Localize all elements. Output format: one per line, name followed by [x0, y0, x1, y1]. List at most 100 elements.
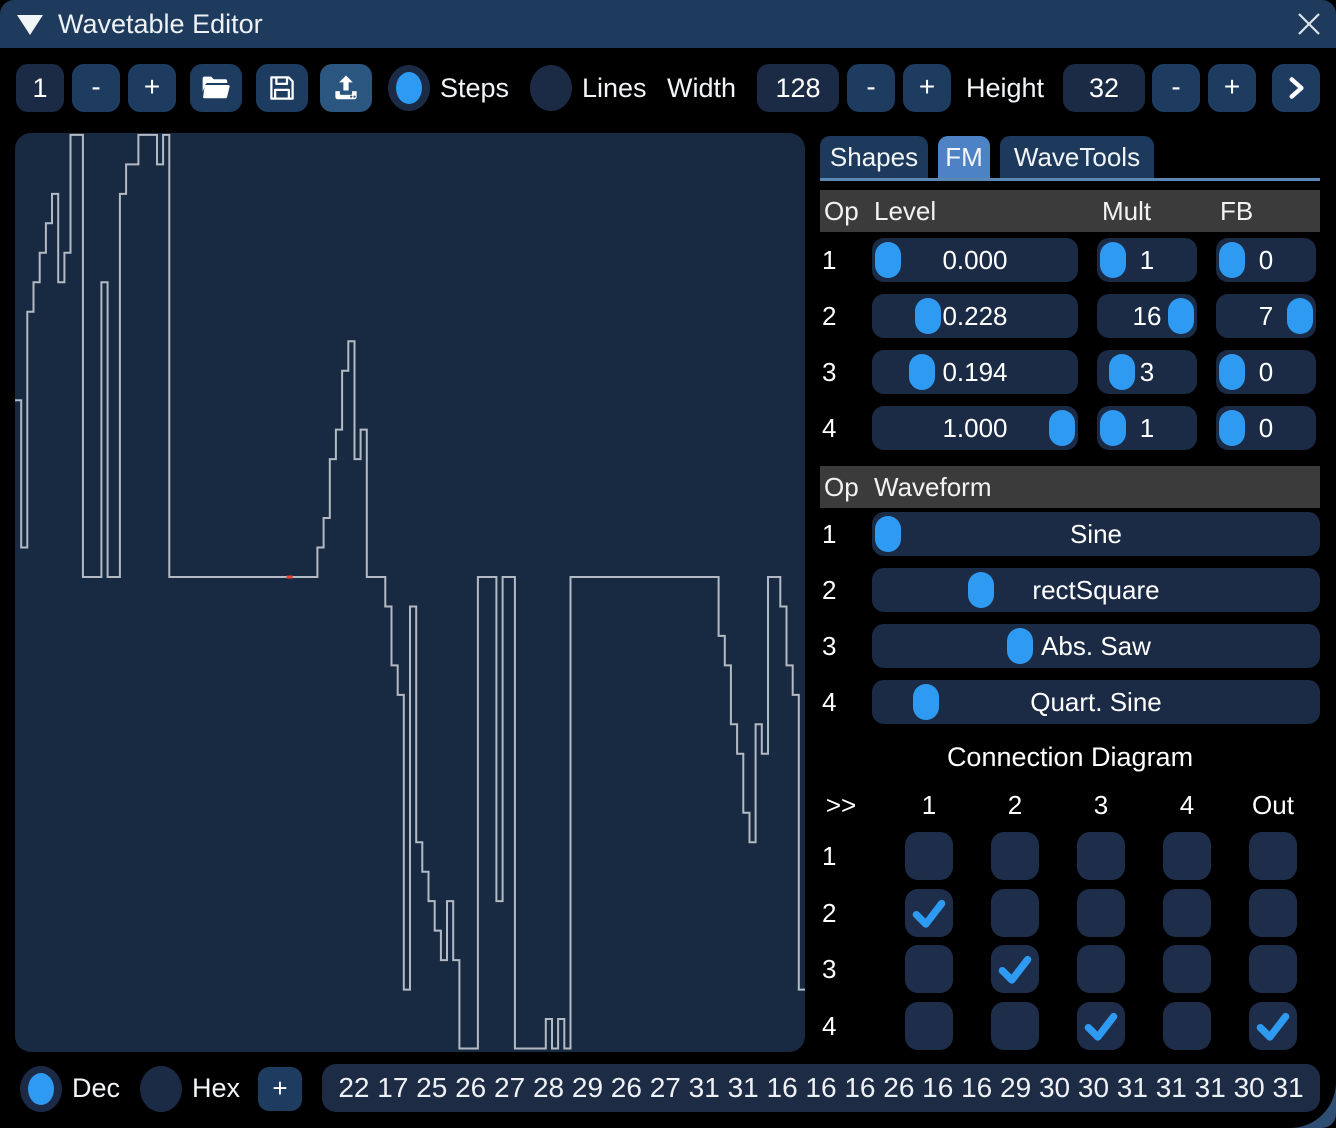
- op4-fb-slider-value: 0: [1258, 413, 1274, 443]
- op2-mult-slider[interactable]: 16: [1097, 294, 1197, 338]
- conn-checkbox-2-Out[interactable]: [1249, 889, 1297, 937]
- width-minus-button[interactable]: -: [847, 64, 895, 112]
- lines-radio[interactable]: [530, 65, 572, 111]
- conn-checkbox-2-1[interactable]: [905, 889, 953, 937]
- op4-mult-slider-thumb[interactable]: [1100, 410, 1126, 446]
- op2-fb-slider-thumb[interactable]: [1287, 298, 1313, 334]
- op1-fb-slider-thumb[interactable]: [1219, 242, 1245, 278]
- conn-checkbox-3-4[interactable]: [1163, 945, 1211, 993]
- op3-mult-slider[interactable]: 3: [1097, 350, 1197, 394]
- conn-checkbox-2-4[interactable]: [1163, 889, 1211, 937]
- op1-level-slider-thumb[interactable]: [875, 242, 901, 278]
- export-button[interactable]: [320, 64, 372, 112]
- op1-mult-slider[interactable]: 1: [1097, 238, 1197, 282]
- op3-mult-slider-value: 3: [1139, 357, 1155, 387]
- height-field[interactable]: 32: [1063, 64, 1145, 112]
- op-row-label: 1: [822, 245, 837, 275]
- op2-level-slider[interactable]: 0.228: [872, 294, 1078, 338]
- conn-checkbox-4-Out[interactable]: [1249, 1002, 1297, 1050]
- width-field[interactable]: 128: [757, 64, 839, 112]
- op3-waveform-slider-thumb[interactable]: [1006, 628, 1033, 664]
- conn-checkbox-1-2[interactable]: [991, 832, 1039, 880]
- op3-waveform-slider[interactable]: Abs. Saw: [872, 624, 1320, 668]
- hex-radio[interactable]: [140, 1066, 182, 1112]
- conn-checkbox-4-4[interactable]: [1163, 1002, 1211, 1050]
- op2-mult-slider-thumb[interactable]: [1168, 298, 1194, 334]
- conn-checkbox-2-3[interactable]: [1077, 889, 1125, 937]
- op4-waveform-slider[interactable]: Quart. Sine: [872, 680, 1320, 724]
- op3-fb-slider-value: 0: [1258, 357, 1274, 387]
- tab-fm[interactable]: FM: [938, 136, 990, 179]
- conn-checkbox-4-3[interactable]: [1077, 1002, 1125, 1050]
- op1-fb-slider[interactable]: 0: [1216, 238, 1316, 282]
- op3-fb-slider[interactable]: 0: [1216, 350, 1316, 394]
- op4-mult-slider[interactable]: 1: [1097, 406, 1197, 450]
- op-header: Op: [824, 472, 859, 502]
- op2-level-slider-thumb[interactable]: [914, 298, 941, 334]
- next-page-button[interactable]: [1272, 64, 1320, 112]
- title-bar: Wavetable Editor: [0, 0, 1336, 48]
- checkmark-icon: [912, 899, 946, 928]
- conn-checkbox-1-1[interactable]: [905, 832, 953, 880]
- conn-col-header-3: 3: [1093, 790, 1109, 820]
- lines-radio-dot: [538, 72, 564, 104]
- op4-level-slider[interactable]: 1.000: [872, 406, 1078, 450]
- op4-fb-slider[interactable]: 0: [1216, 406, 1316, 450]
- fm-table-header: Op Level Mult FB: [820, 190, 1320, 232]
- conn-checkbox-4-1[interactable]: [905, 1002, 953, 1050]
- op1-mult-slider-thumb[interactable]: [1100, 242, 1126, 278]
- op3-level-slider[interactable]: 0.194: [872, 350, 1078, 394]
- resize-grip[interactable]: [1290, 1082, 1336, 1128]
- height-plus-button[interactable]: +: [1208, 64, 1256, 112]
- conn-checkbox-3-3[interactable]: [1077, 945, 1125, 993]
- op3-mult-slider-thumb[interactable]: [1109, 354, 1136, 390]
- op-row-label: 3: [822, 631, 837, 661]
- height-label: Height: [966, 73, 1045, 103]
- wave-index-plus-button[interactable]: +: [128, 64, 176, 112]
- conn-checkbox-3-1[interactable]: [905, 945, 953, 993]
- height-minus-button[interactable]: -: [1152, 64, 1200, 112]
- op3-fb-slider-thumb[interactable]: [1219, 354, 1245, 390]
- conn-checkbox-1-4[interactable]: [1163, 832, 1211, 880]
- conn-checkbox-3-Out[interactable]: [1249, 945, 1297, 993]
- op3-level-slider-thumb[interactable]: [908, 354, 935, 390]
- steps-radio[interactable]: [388, 65, 430, 111]
- wave-index-field[interactable]: 1: [16, 64, 64, 112]
- op-header: Op: [824, 196, 859, 226]
- op1-waveform-slider[interactable]: Sine: [872, 512, 1320, 556]
- op1-waveform-slider-thumb[interactable]: [875, 516, 901, 552]
- op2-level-slider-value: 0.228: [942, 301, 1008, 331]
- op2-mult-slider-value: 16: [1132, 301, 1162, 331]
- op-row-label: 3: [822, 357, 837, 387]
- op4-level-slider-thumb[interactable]: [1049, 410, 1075, 446]
- dec-radio[interactable]: [20, 1066, 62, 1112]
- op4-waveform-slider-thumb[interactable]: [912, 684, 939, 720]
- add-value-button[interactable]: +: [258, 1067, 302, 1111]
- op4-fb-slider-thumb[interactable]: [1219, 410, 1245, 446]
- op2-waveform-slider-thumb[interactable]: [968, 572, 995, 608]
- conn-checkbox-2-2[interactable]: [991, 889, 1039, 937]
- save-button[interactable]: [256, 64, 308, 112]
- dec-label: Dec: [72, 1073, 121, 1103]
- tab-wavetools[interactable]: WaveTools: [1000, 136, 1154, 179]
- conn-checkbox-4-2[interactable]: [991, 1002, 1039, 1050]
- op2-waveform-slider-value: rectSquare: [1032, 575, 1160, 605]
- lines-label: Lines: [582, 73, 647, 103]
- wavetable-values-strip[interactable]: 22 17 25 26 27 28 29 26 27 31 31 16 16 1…: [322, 1064, 1320, 1112]
- waveform-display[interactable]: [15, 133, 805, 1052]
- conn-checkbox-1-Out[interactable]: [1249, 832, 1297, 880]
- collapse-triangle-icon[interactable]: [17, 15, 43, 35]
- width-plus-button[interactable]: +: [903, 64, 951, 112]
- close-icon[interactable]: [1296, 11, 1322, 37]
- op2-fb-slider[interactable]: 7: [1216, 294, 1316, 338]
- conn-row-label: 2: [822, 898, 837, 928]
- op2-waveform-slider[interactable]: rectSquare: [872, 568, 1320, 612]
- op3-waveform-slider-value: Abs. Saw: [1041, 631, 1151, 661]
- conn-checkbox-3-2[interactable]: [991, 945, 1039, 993]
- open-file-button[interactable]: [190, 64, 242, 112]
- wave-index-minus-button[interactable]: -: [72, 64, 120, 112]
- op1-level-slider[interactable]: 0.000: [872, 238, 1078, 282]
- tab-shapes[interactable]: Shapes: [820, 136, 928, 179]
- conn-checkbox-1-3[interactable]: [1077, 832, 1125, 880]
